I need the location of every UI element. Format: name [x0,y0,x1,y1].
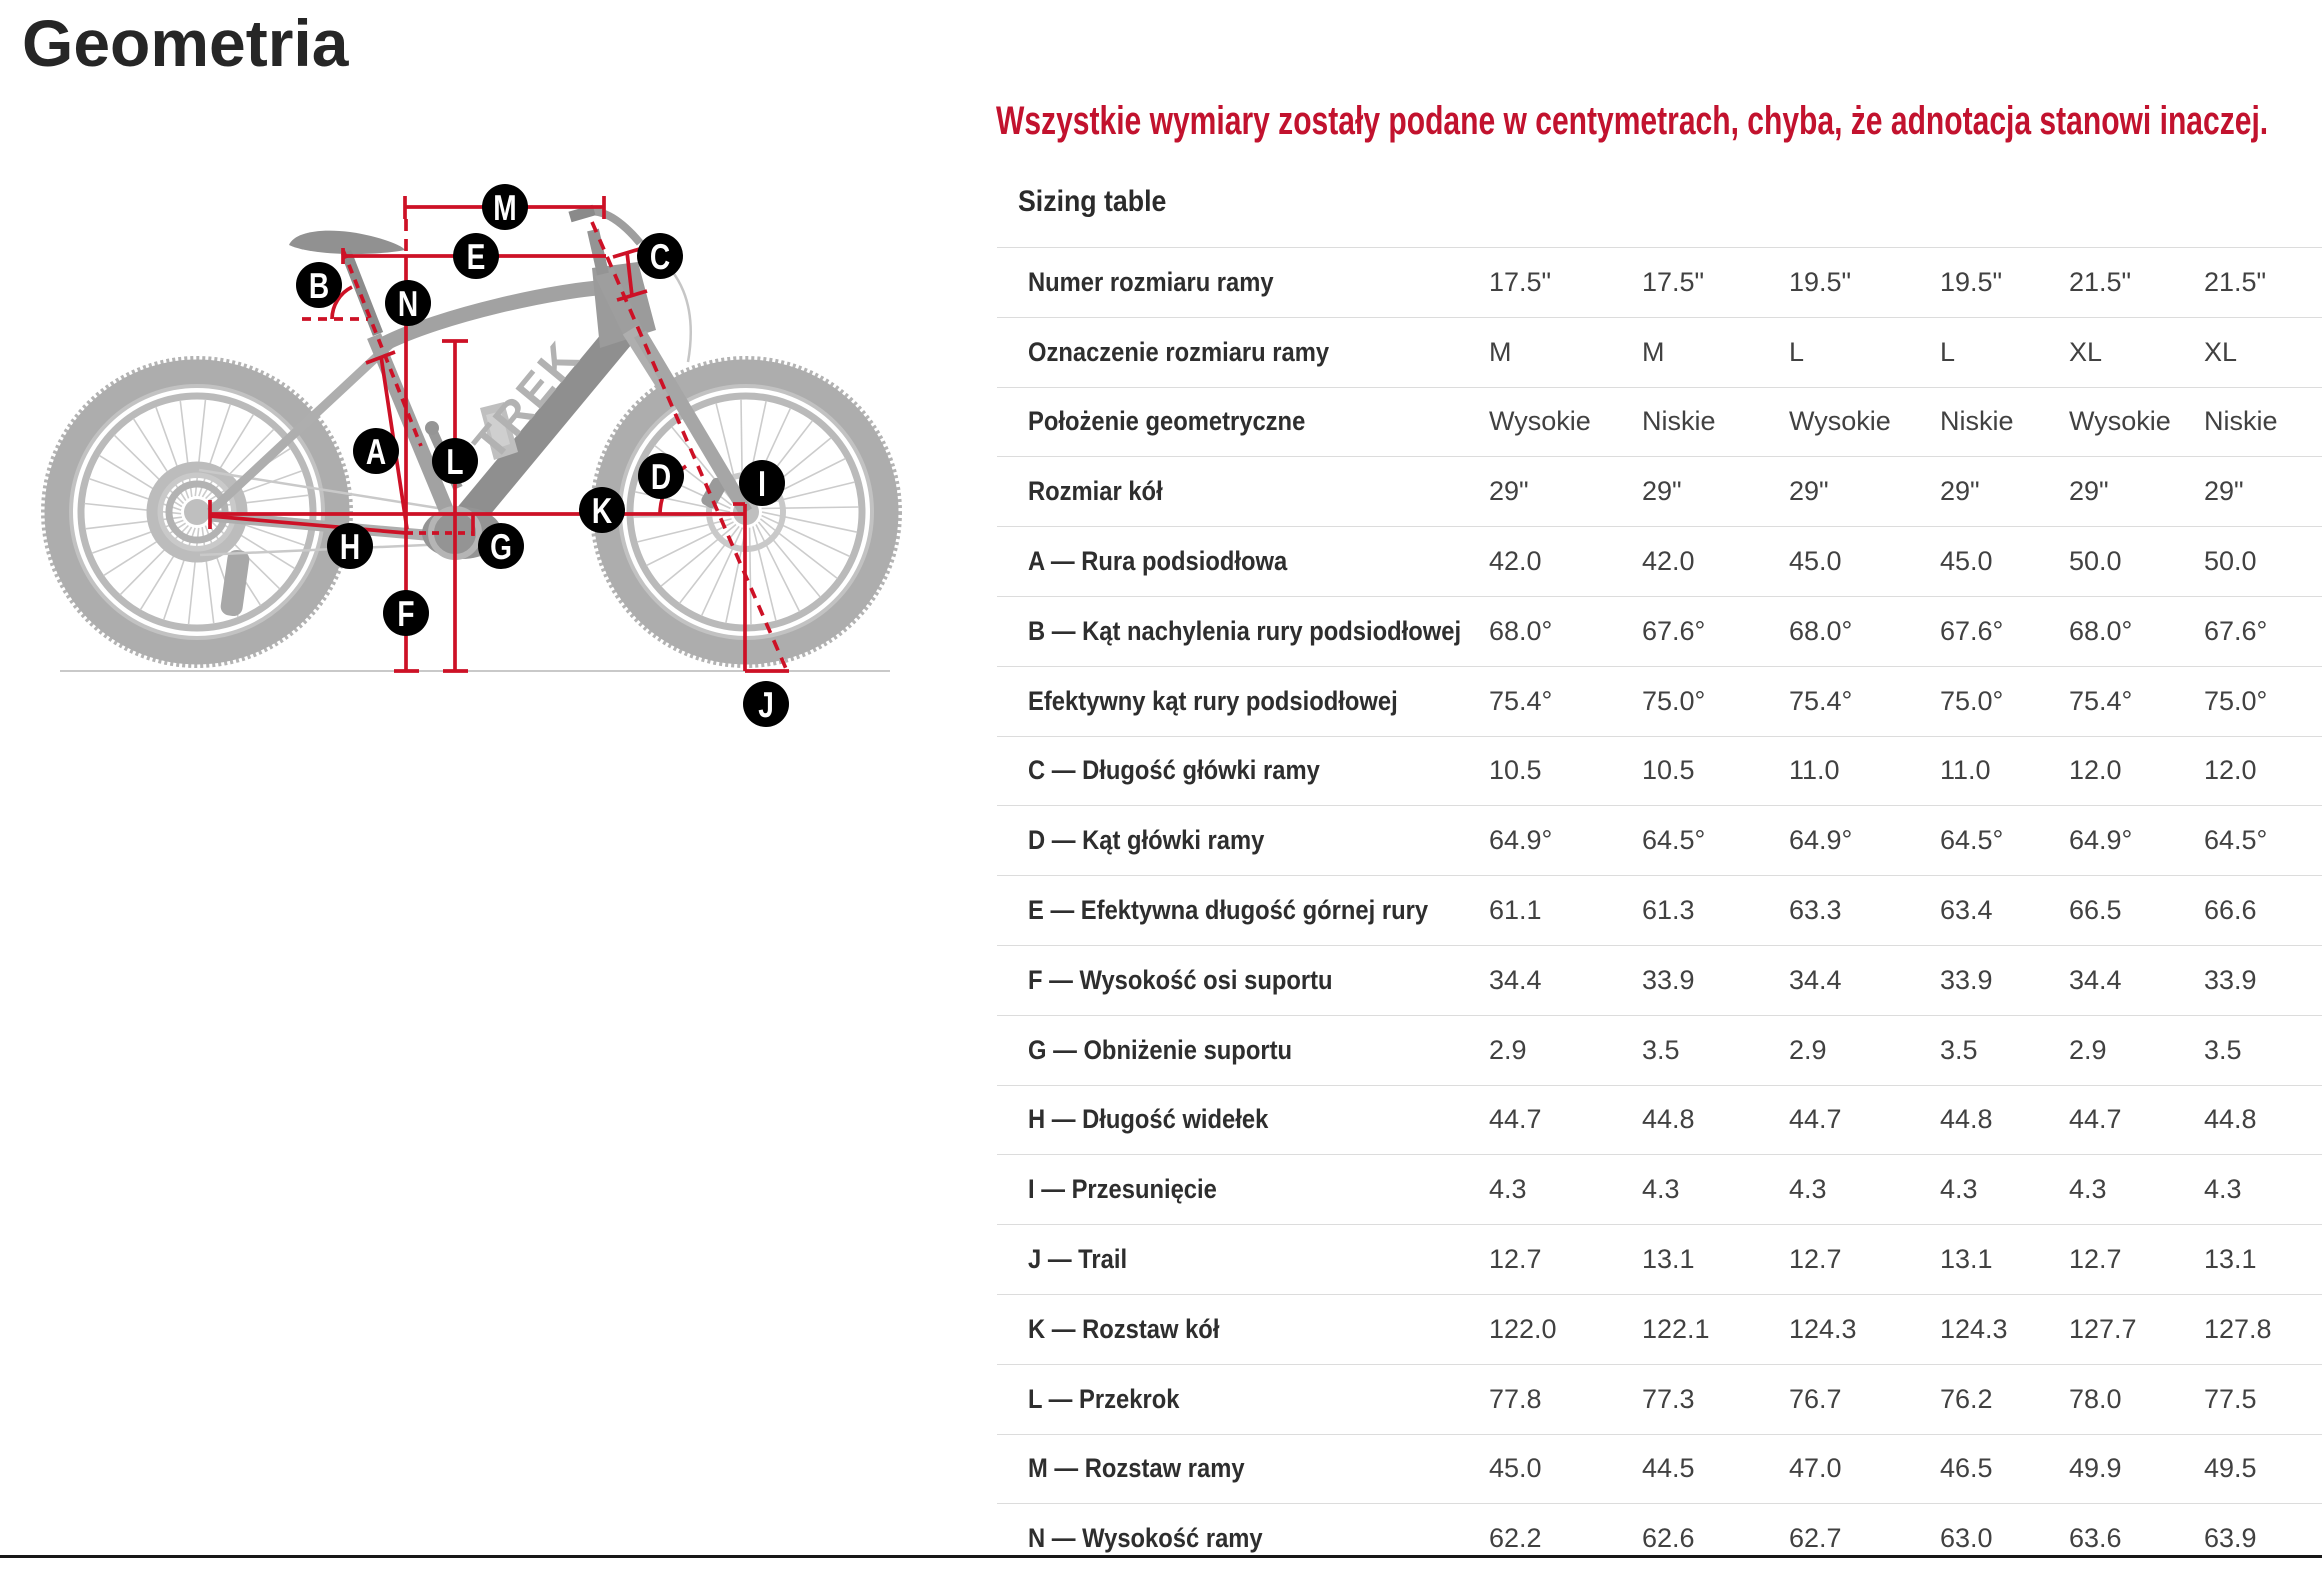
svg-text:M: M [493,187,516,228]
svg-text:F: F [397,593,414,634]
svg-text:N: N [398,283,418,324]
svg-text:K: K [592,490,612,531]
svg-text:E: E [467,236,486,277]
svg-text:L: L [446,441,463,482]
svg-text:H: H [340,526,360,567]
svg-text:A: A [366,431,386,472]
svg-text:D: D [651,456,671,497]
svg-text:G: G [490,526,512,567]
svg-text:I: I [758,463,766,504]
svg-text:J: J [758,684,774,725]
svg-text:C: C [650,236,670,277]
svg-text:B: B [309,265,329,306]
